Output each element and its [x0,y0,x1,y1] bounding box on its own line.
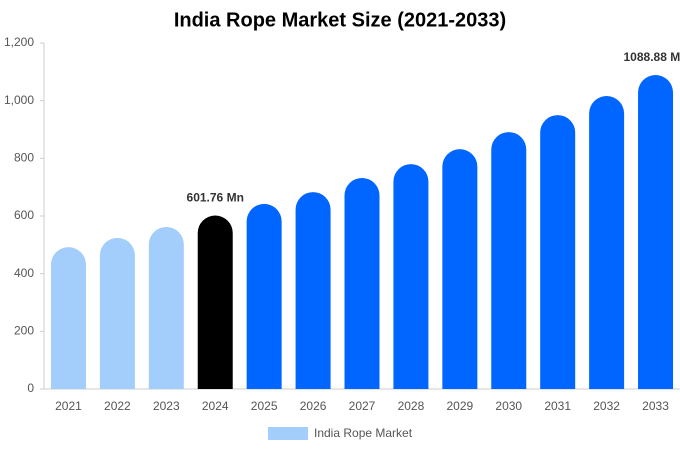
y-tick-label: 1,000 [4,93,34,107]
x-tick-label: 2021 [55,399,82,413]
bar [638,75,674,389]
x-tick-label: 2025 [251,399,278,413]
x-tick-label: 2032 [593,399,620,413]
bar [442,149,478,389]
y-tick-label: 800 [14,151,34,165]
legend-swatch [268,427,308,440]
y-tick-label: 0 [27,381,34,395]
value-label: 1088.88 Mn [624,50,680,64]
legend-label: India Rope Market [314,426,413,440]
bar [589,96,625,389]
x-tick-label: 2023 [153,399,180,413]
bar [491,132,527,389]
bar [344,177,380,389]
x-tick-label: 2027 [349,399,376,413]
bar [295,192,331,389]
bar [148,226,184,389]
chart-title: India Rope Market Size (2021-2033) [174,9,506,31]
y-tick-label: 600 [14,208,34,222]
x-tick-label: 2022 [104,399,131,413]
x-tick-label: 2031 [544,399,571,413]
x-tick-label: 2024 [202,399,229,413]
bar [197,215,233,389]
bar [50,247,86,389]
bar [246,203,282,389]
x-tick-label: 2028 [398,399,425,413]
x-tick-label: 2026 [300,399,327,413]
x-tick-label: 2033 [642,399,669,413]
x-tick-label: 2030 [495,399,522,413]
x-tick-label: 2029 [446,399,473,413]
bar [99,237,135,389]
bar [540,115,576,390]
y-tick-label: 1,200 [4,35,34,49]
value-label: 601.76 Mn [187,191,244,205]
bar [393,164,429,389]
y-tick-label: 400 [14,266,34,280]
y-tick-label: 200 [14,324,34,338]
